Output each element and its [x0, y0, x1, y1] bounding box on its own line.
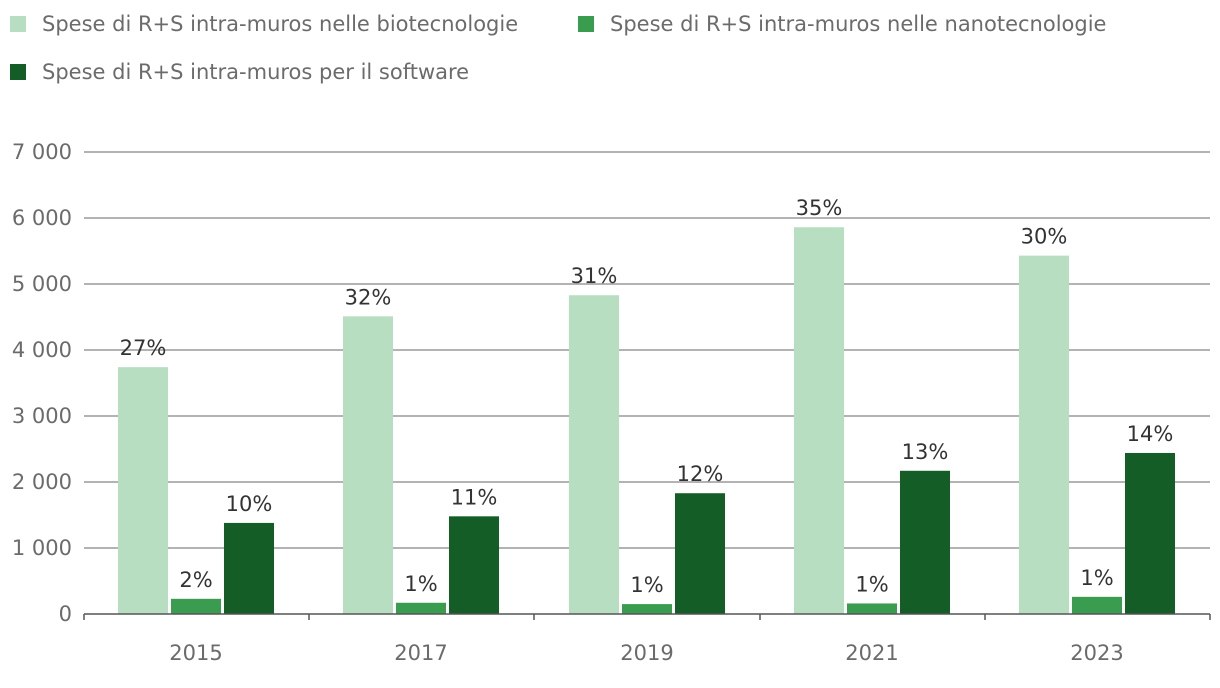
- legend-label-biotecnologie: Spese di R+S intra-muros nelle biotecnol…: [42, 12, 519, 36]
- x-tick-label-2015: 2015: [169, 641, 222, 665]
- y-tick-label-0: 0: [59, 602, 72, 626]
- bar-2017-series-1[interactable]: [396, 602, 446, 614]
- bar-2019-series-2[interactable]: [675, 493, 725, 614]
- bar-2021-series-2[interactable]: [900, 470, 950, 614]
- legend-label-software: Spese di R+S intra-muros per il software: [42, 60, 470, 84]
- data-label-2019-series-1: 1%: [630, 573, 663, 597]
- bar-2015-series-1[interactable]: [171, 598, 221, 614]
- data-label-2015-series-1: 2%: [179, 568, 212, 592]
- data-label-2023-series-0: 30%: [1021, 225, 1068, 249]
- data-label-2023-series-2: 14%: [1127, 422, 1174, 446]
- y-tick-label-1000: 1 000: [12, 536, 72, 560]
- y-tick-label-7000: 7 000: [12, 140, 72, 164]
- bar-2017-series-0[interactable]: [343, 316, 393, 614]
- data-label-2021-series-2: 13%: [902, 440, 949, 464]
- data-label-2019-series-2: 12%: [677, 462, 724, 486]
- bar-2015-series-2[interactable]: [224, 522, 274, 614]
- bar-2023-series-2[interactable]: [1125, 452, 1175, 614]
- legend-swatch-biotecnologie: [10, 16, 26, 32]
- y-tick-label-6000: 6 000: [12, 206, 72, 230]
- y-tick-label-4000: 4 000: [12, 338, 72, 362]
- data-label-2017-series-1: 1%: [404, 572, 437, 596]
- x-tick-label-2023: 2023: [1070, 641, 1123, 665]
- legend-swatch-nanotecnologie: [578, 16, 594, 32]
- legend-item-software[interactable]: Spese di R+S intra-muros per il software: [10, 60, 469, 84]
- bar-2023-series-0[interactable]: [1019, 255, 1069, 614]
- y-tick-label-2000: 2 000: [12, 470, 72, 494]
- x-tick-label-2019: 2019: [620, 641, 673, 665]
- data-label-2017-series-0: 32%: [345, 285, 392, 309]
- y-tick-label-3000: 3 000: [12, 404, 72, 428]
- data-label-2023-series-1: 1%: [1080, 566, 1113, 590]
- x-tick-label-2021: 2021: [845, 641, 898, 665]
- data-label-2017-series-2: 11%: [451, 485, 498, 509]
- x-tick-label-2017: 2017: [394, 641, 447, 665]
- bar-2019-series-1[interactable]: [622, 604, 672, 614]
- data-label-2019-series-0: 31%: [571, 264, 618, 288]
- legend-item-nanotecnologie[interactable]: Spese di R+S intra-muros nelle nanotecno…: [578, 12, 1106, 36]
- bar-2021-series-0[interactable]: [794, 227, 844, 615]
- data-label-2015-series-2: 10%: [226, 492, 273, 516]
- bar-2017-series-2[interactable]: [449, 516, 499, 614]
- bar-2015-series-0[interactable]: [118, 367, 168, 614]
- data-label-2021-series-0: 35%: [796, 196, 843, 220]
- legend-swatch-software: [10, 64, 26, 80]
- data-label-2021-series-1: 1%: [855, 572, 888, 596]
- y-tick-label-5000: 5 000: [12, 272, 72, 296]
- data-label-2015-series-0: 27%: [120, 336, 167, 360]
- bar-2021-series-1[interactable]: [847, 603, 897, 614]
- legend-item-biotecnologie[interactable]: Spese di R+S intra-muros nelle biotecnol…: [10, 12, 518, 36]
- bar-2023-series-1[interactable]: [1072, 596, 1122, 614]
- legend-label-nanotecnologie: Spese di R+S intra-muros nelle nanotecno…: [610, 12, 1107, 36]
- bar-2019-series-0[interactable]: [569, 295, 619, 614]
